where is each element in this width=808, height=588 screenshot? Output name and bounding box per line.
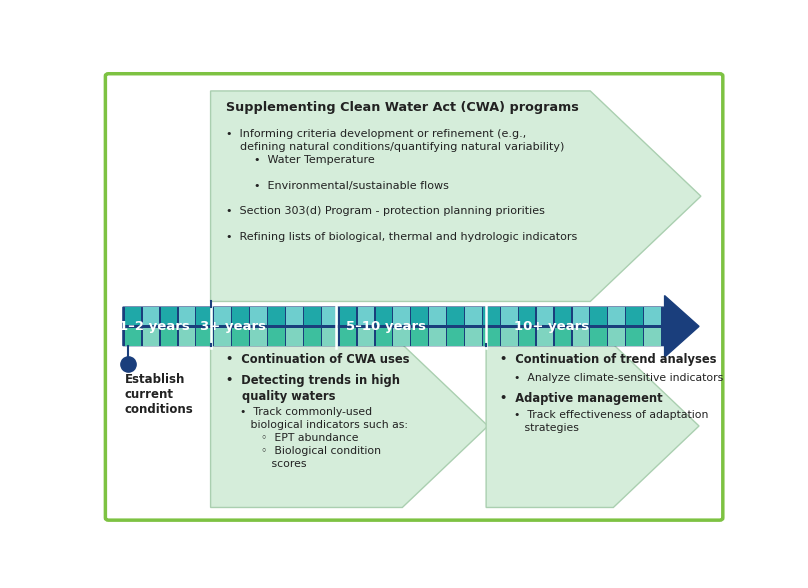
Bar [322, 307, 339, 325]
Text: 10+ years: 10+ years [515, 320, 589, 333]
FancyArrow shape [123, 296, 699, 357]
Bar [411, 328, 428, 346]
Bar [214, 328, 231, 346]
Bar [268, 328, 284, 346]
Bar [644, 307, 661, 325]
Bar [447, 328, 464, 346]
Bar [393, 307, 410, 325]
Polygon shape [211, 91, 701, 302]
Bar [179, 328, 196, 346]
Bar [358, 328, 374, 346]
Bar [519, 307, 536, 325]
Polygon shape [211, 345, 488, 507]
Bar [339, 307, 356, 325]
Bar [322, 328, 339, 346]
Text: 3+ years: 3+ years [200, 320, 266, 333]
Text: Supplementing Clean Water Act (CWA) programs: Supplementing Clean Water Act (CWA) prog… [226, 101, 579, 114]
Text: •  Continuation of trend analyses: • Continuation of trend analyses [500, 353, 717, 366]
Bar [554, 328, 571, 346]
Bar [376, 328, 392, 346]
Text: •  Track effectiveness of adaptation
       strategies: • Track effectiveness of adaptation stra… [500, 410, 709, 433]
Bar [376, 307, 392, 325]
Bar [161, 307, 177, 325]
Bar [465, 328, 482, 346]
Bar [232, 307, 249, 325]
Bar [358, 307, 374, 325]
Polygon shape [486, 345, 699, 507]
Bar [196, 328, 213, 346]
Bar [591, 307, 607, 325]
Text: •  Continuation of CWA uses: • Continuation of CWA uses [226, 353, 410, 366]
Bar [608, 328, 625, 346]
Text: 1–2 years: 1–2 years [119, 320, 190, 333]
Bar [250, 328, 267, 346]
Bar [339, 328, 356, 346]
Text: •  Informing criteria development or refinement (e.g.,
    defining natural cond: • Informing criteria development or refi… [226, 129, 578, 242]
Bar [483, 307, 499, 325]
Text: •  Track commonly-used
       biological indicators such as:
          ◦  EPT ab: • Track commonly-used biological indicat… [226, 407, 408, 469]
Bar [268, 307, 284, 325]
Bar [250, 307, 267, 325]
Bar [501, 328, 518, 346]
Bar [626, 328, 643, 346]
Bar [554, 307, 571, 325]
Bar [161, 328, 177, 346]
Bar [214, 307, 231, 325]
Bar [519, 328, 536, 346]
Bar [591, 328, 607, 346]
Bar [143, 328, 159, 346]
Bar [143, 307, 159, 325]
Bar [196, 307, 213, 325]
Bar [573, 328, 589, 346]
Bar [286, 328, 303, 346]
Bar [537, 328, 553, 346]
Bar [429, 328, 446, 346]
Bar [304, 328, 321, 346]
Bar [573, 307, 589, 325]
Text: 5–10 years: 5–10 years [346, 320, 426, 333]
Text: •  Detecting trends in high
    quality waters: • Detecting trends in high quality water… [226, 374, 400, 403]
Text: Establish
current
conditions: Establish current conditions [124, 373, 194, 416]
Bar [447, 307, 464, 325]
Bar [286, 307, 303, 325]
Bar [179, 307, 196, 325]
Text: •  Analyze climate-sensitive indicators: • Analyze climate-sensitive indicators [500, 373, 723, 383]
Bar [124, 328, 141, 346]
Bar [537, 307, 553, 325]
Bar [608, 307, 625, 325]
Bar [429, 307, 446, 325]
Bar [232, 328, 249, 346]
Bar [304, 307, 321, 325]
Bar [465, 307, 482, 325]
Bar [501, 307, 518, 325]
Bar [626, 307, 643, 325]
Bar [411, 307, 428, 325]
Bar [393, 328, 410, 346]
Bar [124, 307, 141, 325]
Text: •  Adaptive management: • Adaptive management [500, 392, 663, 405]
Bar [483, 328, 499, 346]
FancyBboxPatch shape [105, 74, 723, 520]
Bar [644, 328, 661, 346]
